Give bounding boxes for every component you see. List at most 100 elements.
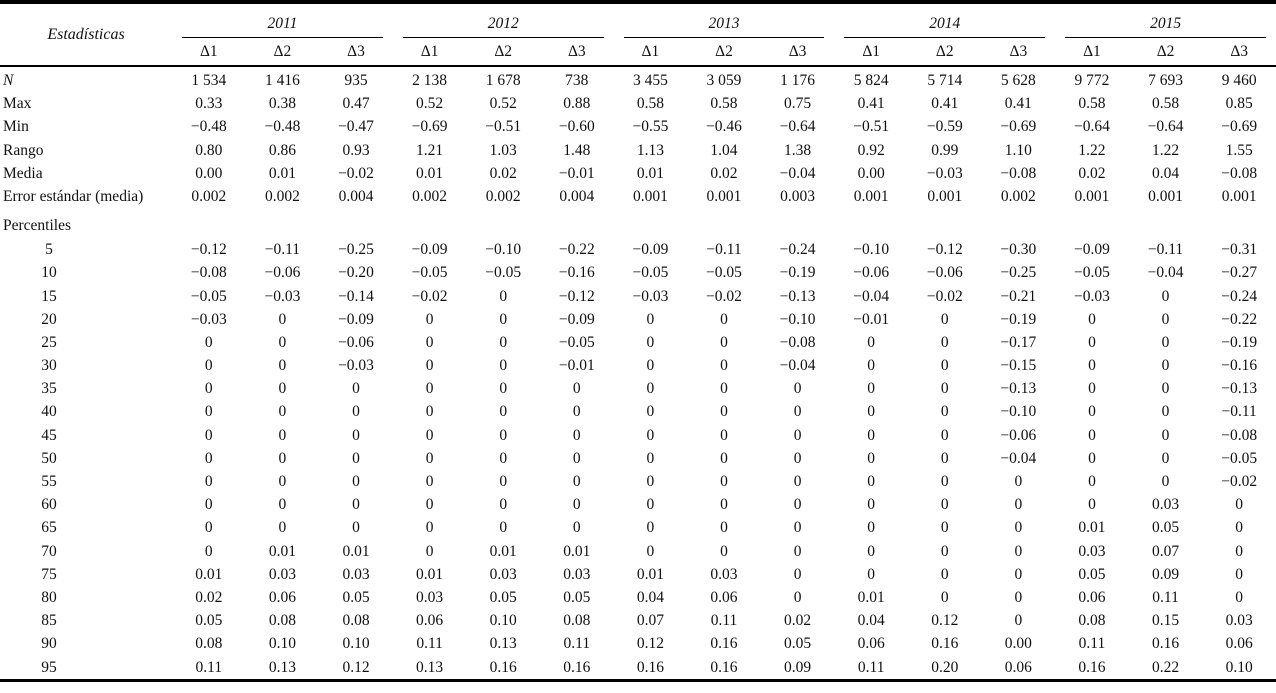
cell: 0.05	[195, 612, 223, 630]
cell: 0	[720, 542, 728, 560]
cell	[908, 208, 982, 238]
cell: 0	[646, 310, 655, 328]
col-header-delta3: Δ3	[788, 42, 807, 60]
cell: 0.16	[1078, 658, 1106, 676]
cell: 0	[646, 519, 655, 537]
cell: 0	[499, 310, 508, 328]
cell: −0.08	[1221, 164, 1258, 182]
cell	[1055, 208, 1129, 238]
cell: 0	[499, 449, 508, 467]
cell: −0.12	[926, 241, 963, 259]
cell: 0.12	[931, 612, 959, 630]
cell: 0.06	[1004, 658, 1032, 676]
cell: 0	[940, 403, 949, 421]
cell	[466, 208, 540, 238]
cell: 0.03	[710, 565, 738, 583]
cell: 0.001	[853, 187, 889, 205]
cell: −0.16	[558, 264, 595, 282]
cell: −0.05	[1221, 449, 1258, 467]
cell: 0.16	[563, 658, 591, 676]
cell: 0.58	[710, 95, 738, 113]
percentile-label: 75	[41, 565, 57, 583]
col-header-delta1: Δ1	[1083, 42, 1101, 60]
cell: 0	[1014, 496, 1023, 514]
cell: 0	[720, 403, 728, 421]
cell: 0	[204, 542, 213, 560]
cell: −0.08	[1000, 164, 1037, 182]
cell: 0	[352, 519, 360, 537]
cell: −0.11	[706, 241, 742, 259]
cell: 0.41	[857, 95, 885, 113]
cell: 1.22	[1151, 141, 1180, 159]
cell: −0.03	[632, 287, 669, 305]
cell: 0	[1014, 519, 1023, 537]
cell: −0.14	[338, 287, 374, 305]
row-label: 80	[0, 586, 172, 609]
cell: −0.04	[853, 287, 890, 305]
row-label: Max	[3, 95, 32, 113]
cell: −0.10	[779, 310, 816, 328]
cell: 0	[1235, 588, 1244, 606]
cell: 0.15	[1151, 612, 1180, 630]
percentile-label: 70	[41, 542, 57, 560]
cell: −0.51	[485, 118, 522, 136]
cell: 0	[278, 403, 287, 421]
cell: 0	[720, 357, 728, 375]
table-row: 20 −0.03 0 −0.09 0 0 −0.09 0 0 −0.10 −0.01 0 −0.19 0 0…	[0, 308, 1276, 331]
percentile-label: 90	[41, 635, 57, 653]
percentile-label: 95	[41, 658, 57, 676]
cell: 7 693	[1128, 64, 1203, 93]
cell: 0.002	[1000, 187, 1036, 205]
cell: 0.13	[416, 658, 444, 676]
cell: 9 460	[1202, 64, 1276, 93]
cell: −0.01	[558, 164, 595, 182]
cell: 0.004	[559, 187, 595, 205]
cell: −0.02	[926, 287, 963, 305]
year-group-2015: 2015	[1055, 2, 1276, 38]
cell: −0.11	[1147, 241, 1184, 259]
cell: −0.01	[558, 357, 595, 375]
cell: 0.09	[1151, 565, 1180, 583]
cell: 0	[646, 333, 655, 351]
cell: 0	[572, 519, 581, 537]
cell: −0.06	[338, 333, 374, 351]
cell: −0.16	[1221, 357, 1258, 375]
cell: 0.00	[857, 164, 885, 182]
cell: −0.03	[926, 164, 963, 182]
cell: 0	[646, 403, 655, 421]
col-header-delta3: Δ3	[567, 42, 586, 60]
cell: 0.13	[489, 635, 517, 653]
cell: −0.04	[1147, 264, 1184, 282]
cell: 0	[940, 588, 949, 606]
cell: 0.05	[1078, 565, 1106, 583]
row-label: 55	[0, 470, 172, 493]
cell: −0.17	[1000, 333, 1037, 351]
cell: 0.11	[857, 658, 885, 676]
cell: 0	[1088, 449, 1096, 467]
cell: 0.03	[416, 588, 444, 606]
cell: −0.27	[1221, 264, 1258, 282]
cell: 1 534	[172, 64, 246, 93]
cell	[1129, 208, 1203, 238]
percentile-label: 15	[41, 287, 57, 305]
cell: 0	[499, 403, 508, 421]
cell: 0	[278, 380, 287, 398]
row-label: 60	[0, 493, 172, 516]
cell: 0	[867, 565, 876, 583]
cell: −0.19	[1000, 310, 1037, 328]
col-header-delta2: Δ2	[494, 42, 513, 60]
year-group-2011: 2011	[172, 2, 393, 38]
cell: 0.01	[489, 542, 517, 560]
cell: 0	[720, 310, 728, 328]
cell: 0.58	[636, 95, 664, 113]
table-row: Media 0.00 0.01 −0.02 0.01 0.02 −0.01 0.01 0.02 −…	[0, 162, 1276, 185]
cell: 0.22	[1151, 658, 1180, 676]
cell: 0	[499, 519, 508, 537]
cell: 0.04	[636, 588, 664, 606]
cell: 0	[940, 310, 949, 328]
cell: 0	[278, 426, 287, 444]
cell: 0.01	[195, 565, 223, 583]
row-label: 15	[0, 284, 172, 307]
cell: 0	[867, 403, 876, 421]
cell: 0.00	[1004, 635, 1032, 653]
